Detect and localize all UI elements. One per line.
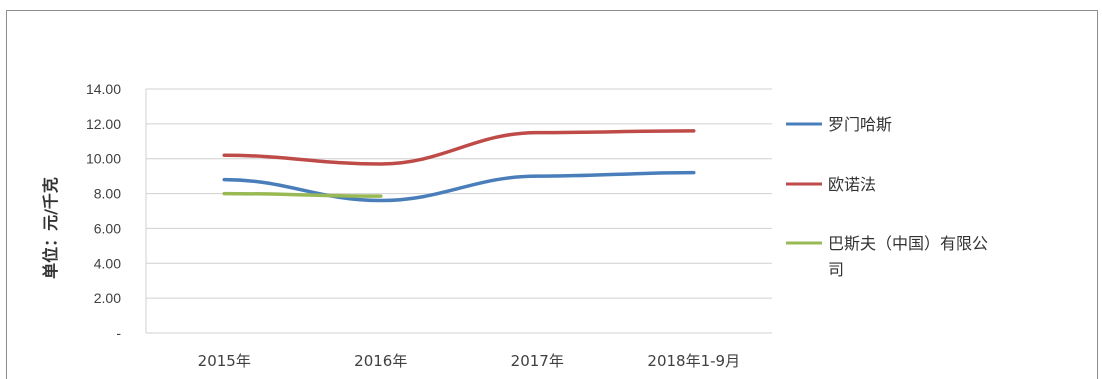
legend-label-basf-line2: 司 <box>828 260 844 279</box>
y-tick-label: 8.00 <box>94 186 121 202</box>
legend: 罗门哈斯 欧诺法 巴斯夫（中国）有限公 司 <box>786 115 988 279</box>
x-tick-labels: 2015年 2016年 2017年 2018年1-9月 <box>198 352 740 370</box>
y-tick-label: 4.00 <box>94 255 121 271</box>
chart-frame <box>6 10 1098 379</box>
legend-label-rohm-haas: 罗门哈斯 <box>828 115 892 134</box>
y-tick-label: 14.00 <box>86 81 121 97</box>
series-lines <box>222 129 696 203</box>
y-tick-labels: 14.00 12.00 10.00 8.00 6.00 4.00 2.00 - <box>86 81 121 341</box>
x-tick-label: 2015年 <box>198 352 251 370</box>
series-line-1 <box>222 129 696 166</box>
series-line-0 <box>222 170 696 203</box>
y-tick-label: 2.00 <box>94 290 121 306</box>
x-tick-label: 2018年1-9月 <box>647 352 740 370</box>
y-tick-label: 6.00 <box>94 220 121 236</box>
x-tick-label: 2016年 <box>354 352 407 370</box>
y-tick-label: - <box>116 325 121 341</box>
legend-label-ounuofa: 欧诺法 <box>828 175 876 194</box>
x-tick-label: 2017年 <box>511 352 564 370</box>
y-axis-label: 单位：元/千克 <box>41 177 60 279</box>
gridlines <box>145 88 772 334</box>
y-tick-label: 12.00 <box>86 116 121 132</box>
y-tick-label: 10.00 <box>86 151 121 167</box>
series-line-2 <box>222 191 383 198</box>
legend-label-basf-line1: 巴斯夫（中国）有限公 <box>828 234 988 253</box>
